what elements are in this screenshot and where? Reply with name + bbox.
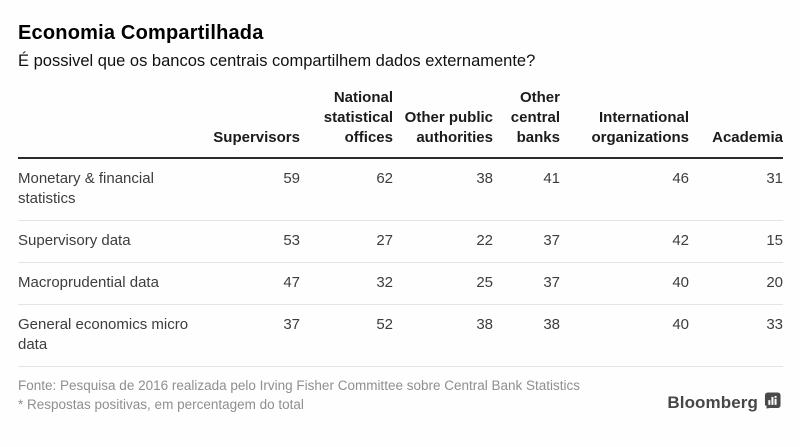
value-cell: 37 xyxy=(190,304,300,367)
value-cell: 53 xyxy=(190,220,300,263)
column-header-international-organizations: International organizations xyxy=(560,88,689,159)
bloomberg-chart-icon xyxy=(764,392,781,414)
column-header-supervisors: Supervisors xyxy=(190,88,300,159)
table-row: Macroprudential data 47 32 25 37 40 20 xyxy=(18,262,783,305)
column-header-academia: Academia xyxy=(689,88,783,159)
table-row: General economics micro data 37 52 38 38… xyxy=(18,304,783,367)
column-header-other-public-authorities: Other public authorities xyxy=(393,88,493,159)
value-cell: 27 xyxy=(300,220,393,263)
value-cell: 40 xyxy=(560,304,689,367)
column-header-national-statistical-offices: National statistical offices xyxy=(300,88,393,159)
corner-cell xyxy=(18,88,190,159)
value-cell: 59 xyxy=(190,158,300,221)
row-label: Monetary & financial statistics xyxy=(18,158,190,221)
row-label: Macroprudential data xyxy=(18,262,190,305)
value-cell: 37 xyxy=(493,262,560,305)
value-cell: 25 xyxy=(393,262,493,305)
bloomberg-wordmark: Bloomberg xyxy=(667,393,758,412)
value-cell: 38 xyxy=(393,304,493,367)
column-header-other-central-banks: Other central banks xyxy=(493,88,560,159)
data-table: Supervisors National statistical offices… xyxy=(18,88,783,367)
value-cell: 20 xyxy=(689,262,783,305)
value-cell: 15 xyxy=(689,220,783,263)
chart-footer: Fonte: Pesquisa de 2016 realizada pelo I… xyxy=(18,376,783,414)
row-label: General economics micro data xyxy=(18,304,190,367)
row-label: Supervisory data xyxy=(18,220,190,263)
table-row: Monetary & financial statistics 59 62 38… xyxy=(18,158,783,221)
chart-title: Economia Compartilhada xyxy=(18,22,264,44)
value-cell: 41 xyxy=(493,158,560,221)
header-row: Supervisors National statistical offices… xyxy=(18,88,783,159)
value-cell: 40 xyxy=(560,262,689,305)
value-cell: 42 xyxy=(560,220,689,263)
table-row: Supervisory data 53 27 22 37 42 15 xyxy=(18,220,783,263)
bloomberg-logo: Bloomberg xyxy=(667,392,783,414)
value-cell: 38 xyxy=(393,158,493,221)
value-cell: 47 xyxy=(190,262,300,305)
value-cell: 37 xyxy=(493,220,560,263)
value-cell: 33 xyxy=(689,304,783,367)
value-cell: 62 xyxy=(300,158,393,221)
source-text: Fonte: Pesquisa de 2016 realizada pelo I… xyxy=(18,378,581,393)
value-cell: 31 xyxy=(689,158,783,221)
value-cell: 38 xyxy=(493,304,560,367)
value-cell: 52 xyxy=(300,304,393,367)
chart-subtitle: É possivel que os bancos centrais compar… xyxy=(18,52,536,70)
value-cell: 46 xyxy=(560,158,689,221)
footnote-text: * Respostas positivas, em percentagem do… xyxy=(18,397,304,412)
value-cell: 22 xyxy=(393,220,493,263)
value-cell: 32 xyxy=(300,262,393,305)
